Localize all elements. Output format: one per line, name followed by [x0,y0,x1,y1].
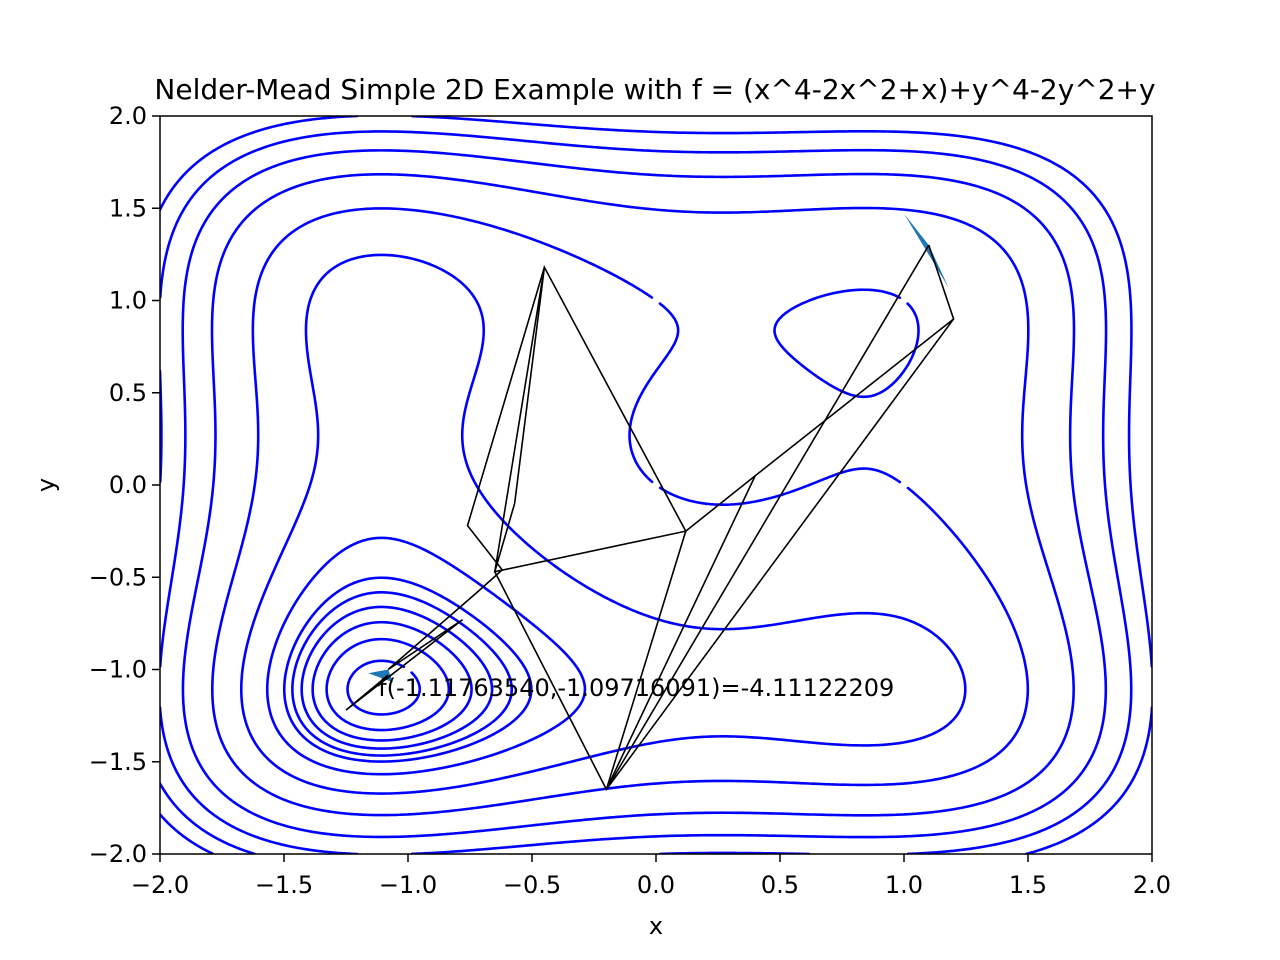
y-tick-label: −0.5 [89,563,147,591]
x-tick-label: −2.0 [131,871,189,899]
contour-line [325,637,451,732]
simplex-edge [605,475,756,790]
contour-line [265,536,587,776]
contour-line [211,207,1030,817]
contour-line [160,149,1108,854]
x-tick-label: −0.5 [503,871,561,899]
y-tick-label: −1.0 [89,656,147,684]
contour-line [346,659,422,716]
x-tick-label: −1.0 [379,871,437,899]
y-tick-label: −1.5 [89,748,147,776]
y-axis-label: y [32,478,60,492]
y-tick-label: 1.5 [109,194,147,222]
y-tick-label: 0.0 [109,471,147,499]
y-tick-label: 1.0 [109,287,147,315]
simplex-edge [605,244,930,790]
contour-lines [160,116,1152,854]
x-tick-label: 1.5 [1009,871,1047,899]
contour-line [181,172,1075,839]
contour-line [239,253,967,795]
x-tick-label: 0.5 [761,871,799,899]
y-tick-label: −2.0 [89,840,147,868]
x-axis-label: x [649,912,663,940]
y-tick-label: 2.0 [109,102,147,130]
plot-area [160,116,1152,854]
minimum-annotation: f(-1.11763540,-1.09716091)=-4.11122209 [378,674,894,702]
simplex-trajectory [345,213,955,791]
contour-line [300,605,494,750]
contour-line [160,130,1133,854]
y-tick-label: 0.5 [109,379,147,407]
x-tick-label: −1.5 [255,871,313,899]
x-tick-label: 0.0 [637,871,675,899]
contour-line [282,576,533,763]
y-axis: −2.0 −1.5 −1.0 −0.5 0.0 0.5 1.0 1.5 2.0 [89,102,160,868]
contour-line [160,116,1152,854]
start-simplex [904,213,949,288]
x-tick-label: 1.0 [885,871,923,899]
chart-title: Nelder-Mead Simple 2D Example with f = (… [154,73,1155,106]
x-axis: −2.0 −1.5 −1.0 −0.5 0.0 0.5 1.0 1.5 2.0 [131,854,1171,899]
contour-line [291,591,514,757]
x-tick-label: 2.0 [1133,871,1171,899]
contour-line [311,620,473,742]
